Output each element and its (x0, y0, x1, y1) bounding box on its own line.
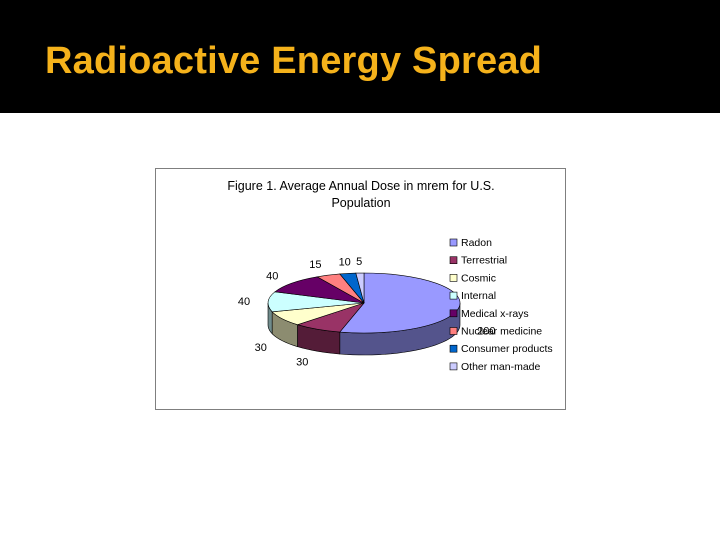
chart-title-line-1: Figure 1. Average Annual Dose in mrem fo… (227, 179, 494, 193)
legend-swatch-nuclear-medicine (449, 327, 458, 335)
legend-swatch-medical-x-rays (449, 309, 458, 318)
pie-slices (267, 272, 461, 356)
legend-swatch-internal (449, 291, 458, 300)
data-label-terrestrial: 30 (296, 357, 308, 369)
data-labels: 200 30 30 40 40 15 10 5 (238, 256, 496, 369)
legend-swatch-radon (449, 238, 458, 247)
title-bar: Radioactive Energy Spread (0, 0, 720, 113)
chart-title-line-2: Population (331, 196, 390, 210)
legend-label-terrestrial: Terrestrial (461, 255, 507, 267)
legend-swatch-consumer-products (449, 344, 458, 353)
legend-swatch-cosmic (449, 274, 458, 282)
legend-label-internal: Internal (461, 290, 496, 302)
slide-title: Radioactive Energy Spread (45, 40, 543, 82)
data-label-internal: 40 (238, 296, 250, 308)
data-label-radon: 200 (477, 325, 495, 337)
legend-swatch-terrestrial (449, 256, 458, 264)
pie-slice-other-man-made (355, 272, 365, 304)
data-label-nuclear-medicine: 15 (309, 259, 321, 271)
chart-frame: Figure 1. Average Annual Dose in mrem fo… (155, 168, 566, 410)
legend-label-other-man-made: Other man-made (461, 361, 541, 373)
legend-label-medical-x-rays: Medical x-rays (461, 308, 529, 320)
legend: Radon Terrestrial Cosmic Internal Medical x-… (449, 237, 553, 373)
legend-label-radon: Radon (461, 237, 492, 249)
pie-slice-radon (339, 272, 461, 334)
legend-label-nuclear-medicine: Nuclear medicine (461, 326, 542, 338)
legend-label-consumer-products: Consumer products (461, 343, 553, 355)
data-label-medical-x-rays: 40 (266, 270, 278, 282)
data-label-consumer-products: 10 (339, 257, 351, 269)
legend-label-cosmic: Cosmic (461, 272, 496, 284)
data-label-other-man-made: 5 (356, 256, 362, 268)
data-label-cosmic: 30 (255, 342, 267, 354)
legend-swatch-other-man-made (449, 362, 458, 371)
pie-chart: Figure 1. Average Annual Dose in mrem fo… (227, 179, 553, 373)
